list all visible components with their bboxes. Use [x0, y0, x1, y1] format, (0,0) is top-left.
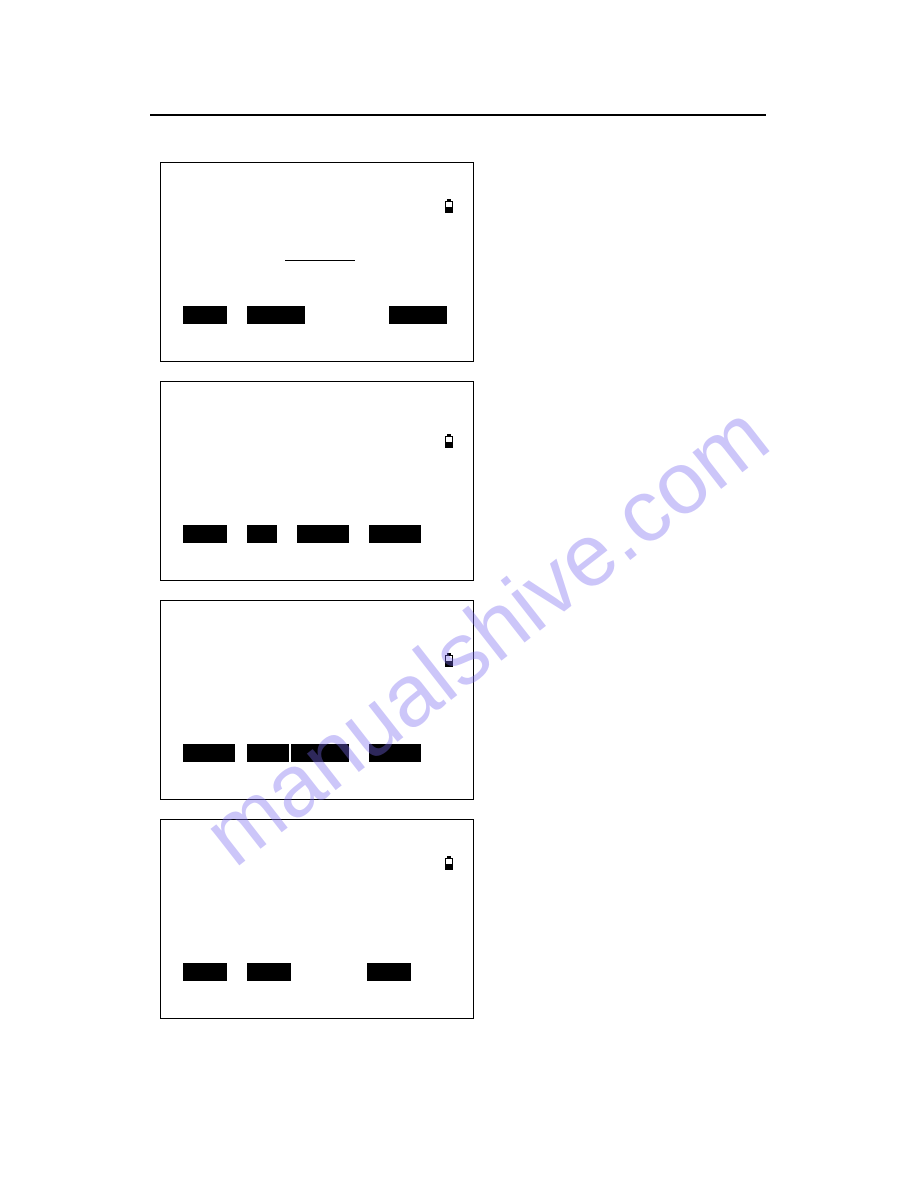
redacted-block	[291, 744, 349, 762]
redacted-block	[247, 525, 277, 543]
display-panel	[160, 600, 474, 800]
display-panel	[160, 162, 474, 362]
display-panel	[160, 819, 474, 1019]
panel-hairline	[285, 260, 355, 261]
redacted-block	[369, 525, 421, 543]
page: manualshive.com	[0, 0, 918, 1188]
redacted-block	[247, 963, 291, 981]
battery-icon	[445, 201, 453, 213]
redacted-block	[389, 306, 447, 324]
redacted-block	[247, 744, 289, 762]
battery-icon	[445, 655, 453, 667]
battery-icon	[445, 436, 453, 448]
battery-icon	[445, 858, 453, 870]
section-divider	[150, 114, 766, 116]
redacted-block	[183, 525, 227, 543]
redacted-block	[367, 963, 411, 981]
redacted-block	[369, 744, 421, 762]
redacted-block	[183, 963, 227, 981]
redacted-block	[297, 525, 349, 543]
redacted-block	[183, 744, 235, 762]
redacted-block	[247, 306, 305, 324]
display-panel	[160, 381, 474, 581]
redacted-block	[183, 306, 227, 324]
